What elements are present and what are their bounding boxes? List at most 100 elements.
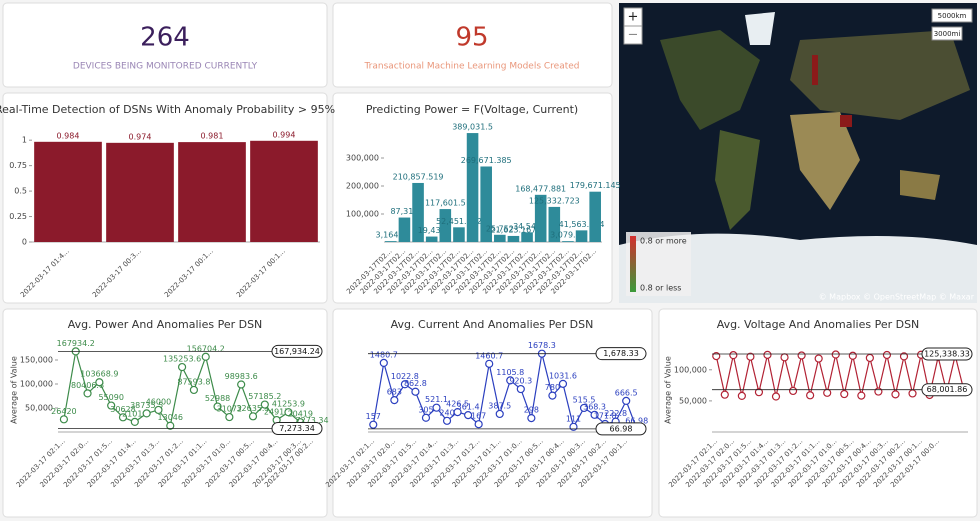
point: [882, 350, 892, 360]
data-label: 168,477.881: [515, 184, 566, 193]
annotation-box: [271, 344, 323, 358]
annotation-box: [595, 347, 647, 361]
legend-gradient: [630, 236, 636, 292]
land: [790, 112, 860, 210]
data-label: 26420: [51, 407, 76, 416]
bar: [534, 194, 547, 242]
y-tick-label: 0.25: [9, 212, 27, 221]
data-label: 25,752: [486, 224, 514, 233]
point: [213, 402, 222, 411]
bar: [466, 133, 479, 242]
zoom-in[interactable]: +: [628, 10, 639, 25]
land: [900, 170, 940, 200]
data-label: 46000: [146, 397, 171, 406]
point: [579, 403, 589, 413]
legend-low: 0.8 or less: [640, 284, 681, 293]
kpi-value: 264: [140, 23, 190, 53]
data-label: 98983.6: [225, 372, 258, 381]
point: [260, 400, 269, 409]
annotation-text: 68,001.86: [927, 385, 968, 394]
point: [814, 354, 823, 363]
bar: [34, 141, 102, 242]
bar: [106, 142, 174, 242]
y-tick-label: 150,000: [20, 356, 53, 365]
bar: [494, 234, 506, 242]
data-label: 171.8: [594, 411, 617, 420]
data-label: 87593.8: [177, 377, 210, 386]
data-label: 103668.9: [80, 370, 118, 379]
data-label: 111: [566, 414, 581, 423]
point: [284, 408, 293, 417]
data-label: 41253.9: [272, 400, 305, 409]
data-label: 7273.34: [296, 416, 329, 425]
annotation-text: 66.98: [610, 424, 633, 433]
data-label: 156704.2: [187, 344, 225, 353]
point: [142, 409, 151, 418]
data-label: 0.981: [201, 132, 224, 141]
data-label: 34,543: [513, 222, 541, 231]
data-label: 87,317: [390, 207, 418, 216]
point: [237, 380, 246, 389]
data-label: 117,601.5: [425, 199, 466, 208]
point: [558, 379, 568, 388]
y-tick-label: 0.75: [9, 161, 27, 170]
map: + − 5000km 3000mi 0.8 or more 0.8 or les…: [619, 3, 977, 303]
point: [590, 410, 599, 419]
point: [369, 420, 378, 429]
point: [442, 416, 452, 425]
point: [189, 385, 199, 395]
data-label: 179,671.145: [570, 181, 621, 190]
data-label: 368.3: [583, 402, 606, 411]
bar: [548, 206, 561, 242]
y-tick-label: 100,000: [346, 210, 379, 219]
point: [720, 390, 729, 399]
point: [130, 417, 139, 427]
y-axis-label: Average of Value: [664, 356, 673, 424]
zoom-out[interactable]: −: [628, 28, 639, 43]
data-label: 0.984: [57, 131, 80, 140]
data-label: 3,079.51: [550, 231, 586, 240]
point: [908, 389, 917, 398]
data-label: 0.974: [129, 132, 152, 141]
data-label: 1031.6: [549, 371, 577, 380]
point: [83, 389, 92, 398]
point: [622, 396, 631, 405]
kpi-card: [332, 2, 613, 88]
bar: [412, 182, 424, 242]
data-label: 1678.3: [528, 341, 556, 350]
y-tick-label: 300,000: [346, 154, 379, 163]
data-label: 3,164.3: [376, 231, 407, 240]
bar: [250, 140, 318, 242]
point: [166, 421, 175, 430]
point: [421, 413, 431, 422]
y-tick-label: 0.5: [14, 187, 27, 196]
series-line: [715, 354, 965, 397]
point: [527, 413, 536, 423]
bar: [562, 241, 574, 242]
kpi-card: [2, 2, 328, 88]
point: [201, 352, 210, 361]
data-label: 32635.5: [236, 404, 269, 413]
data-label: 24917: [264, 408, 289, 417]
point: [248, 412, 258, 421]
chart-card: [332, 308, 653, 518]
scale-km: 5000km: [938, 12, 967, 20]
data-label: 20419: [288, 410, 313, 419]
point: [891, 390, 900, 399]
zoom-out-button[interactable]: [623, 25, 643, 45]
chart-title: Predicting Power = F(Voltage, Current): [366, 103, 578, 116]
land: [660, 30, 760, 130]
data-label: 426.5: [446, 400, 469, 409]
bar: [398, 217, 411, 242]
chart-card: [2, 308, 328, 518]
data-label: 305: [418, 405, 433, 414]
point: [780, 353, 789, 362]
annotation-box: [921, 347, 973, 361]
data-label: 683: [387, 388, 402, 397]
y-tick-label: 0: [22, 238, 27, 247]
bar: [507, 235, 520, 242]
kpi-label: DEVICES BEING MONITORED CURRENTLY: [73, 62, 258, 72]
point: [729, 351, 738, 360]
y-tick-label: 1: [22, 136, 27, 145]
data-label: 666.5: [615, 388, 638, 397]
